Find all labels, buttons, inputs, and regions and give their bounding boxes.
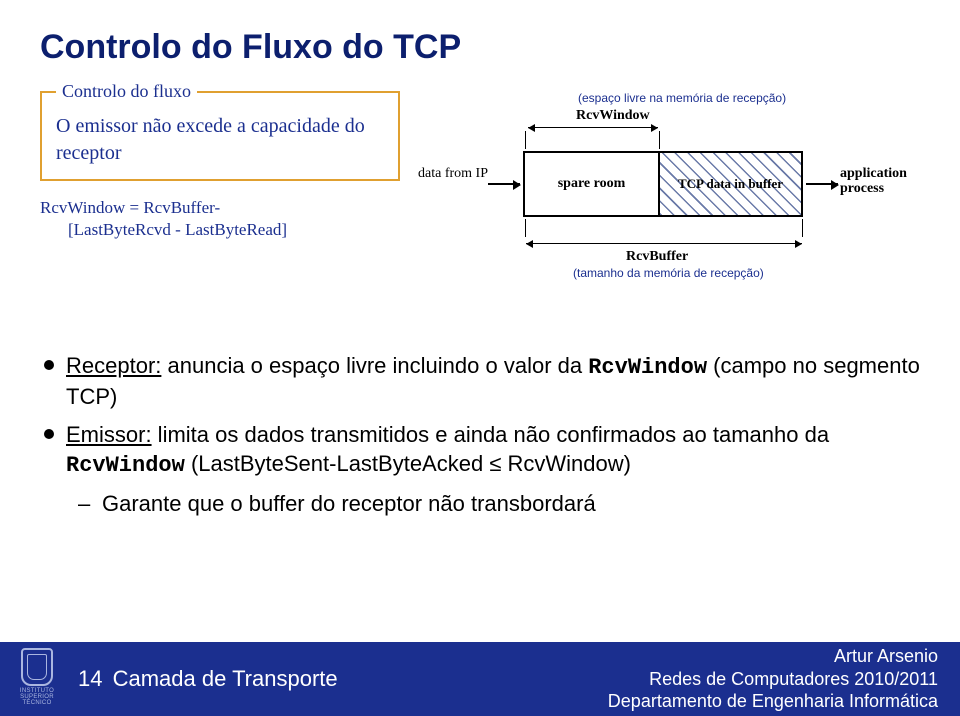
receptor-text-a: anuncia o espaço livre incluindo o valor… — [161, 353, 588, 378]
control-flow-box: Controlo do fluxo O emissor não excede a… — [40, 91, 400, 181]
rcvbuffer-arrow — [526, 243, 802, 244]
formula-line1: RcvWindow = RcvBuffer- — [40, 198, 220, 217]
footer-course: Redes de Computadores 2010/2011 — [608, 668, 938, 691]
top-row: Controlo do fluxo O emissor não excede a… — [40, 91, 920, 321]
footer-right: Artur Arsenio Redes de Computadores 2010… — [608, 645, 938, 713]
emissor-code: RcvWindow — [66, 453, 185, 478]
slide: Controlo do Fluxo do TCP Controlo do flu… — [0, 0, 960, 716]
footer: INSTITUTO SUPERIOR TÉCNICO 14 Camada de … — [0, 642, 960, 716]
rcvbuffer-label: RcvBuffer — [626, 249, 688, 265]
rcvwindow-arrow — [528, 127, 658, 128]
diagram-bottom-caption: (tamanho da memória de recepção) — [573, 266, 764, 280]
formula: RcvWindow = RcvBuffer- [LastByteRcvd - L… — [40, 197, 400, 241]
emissor-label: Emissor: — [66, 422, 152, 447]
tick — [802, 219, 803, 237]
footer-author: Artur Arsenio — [608, 645, 938, 668]
tick — [525, 219, 526, 237]
receptor-label: Receptor: — [66, 353, 161, 378]
application-process-label: application process — [840, 166, 912, 197]
rcvwindow-label: RcvWindow — [576, 108, 650, 124]
logo-text: INSTITUTO SUPERIOR TÉCNICO — [8, 688, 66, 706]
page-title: Controlo do Fluxo do TCP — [40, 28, 920, 67]
ip-arrow-icon — [488, 183, 520, 185]
bullet-sub: Garante que o buffer do receptor não tra… — [40, 489, 920, 518]
emissor-text-a: limita os dados transmitidos e ainda não… — [152, 422, 830, 447]
crest-icon — [21, 648, 53, 686]
ist-logo: INSTITUTO SUPERIOR TÉCNICO — [8, 648, 66, 710]
receptor-code: RcvWindow — [588, 355, 707, 380]
formula-line2: [LastByteRcvd - LastByteRead] — [40, 219, 400, 241]
box-text: O emissor não excede a capacidade do rec… — [56, 113, 384, 167]
diagram-top-caption: (espaço livre na memória de recepção) — [578, 91, 786, 105]
left-column: Controlo do fluxo O emissor não excede a… — [40, 91, 400, 241]
footer-dept: Departamento de Engenharia Informática — [608, 690, 938, 713]
spare-room-cell: spare room — [525, 153, 660, 215]
tick — [659, 131, 660, 149]
page-number: 14 — [78, 666, 102, 691]
app-arrow-icon — [806, 183, 838, 185]
tcp-data-cell: TCP data in buffer — [660, 153, 801, 215]
bullet-receptor: Receptor: anuncia o espaço livre incluin… — [40, 351, 920, 412]
buffer-box: spare room TCP data in buffer — [523, 151, 803, 217]
box-legend: Controlo do fluxo — [56, 81, 197, 102]
footer-left: 14 Camada de Transporte — [78, 666, 338, 692]
bullet-emissor: Emissor: limita os dados transmitidos e … — [40, 420, 920, 481]
tcp-data-label: TCP data in buffer — [674, 175, 787, 194]
data-from-ip-label: data from IP — [418, 166, 488, 181]
section-title: Camada de Transporte — [113, 666, 338, 691]
tick — [525, 131, 526, 149]
emissor-text-b: (LastByteSent-LastByteAcked ≤ RcvWindow) — [185, 451, 631, 476]
bullet-list: Receptor: anuncia o espaço livre incluin… — [40, 351, 920, 518]
buffer-diagram: (espaço livre na memória de recepção) Rc… — [418, 91, 908, 321]
